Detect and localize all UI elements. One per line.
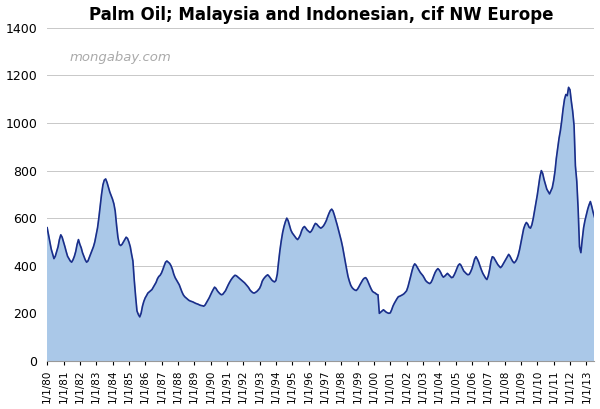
Title: Palm Oil; Malaysia and Indonesian, cif NW Europe: Palm Oil; Malaysia and Indonesian, cif N…	[89, 6, 553, 24]
Text: mongabay.com: mongabay.com	[69, 51, 171, 64]
